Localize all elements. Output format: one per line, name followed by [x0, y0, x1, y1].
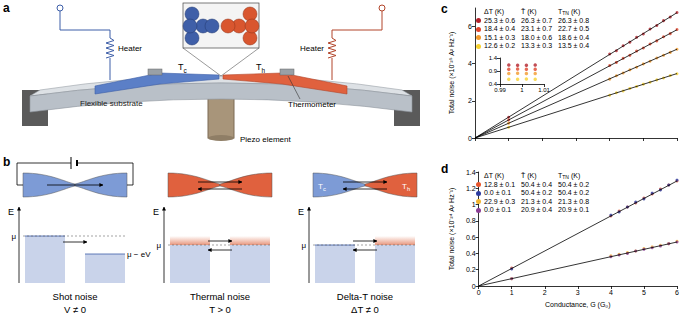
html-text:20.9 ± 0.4: 20.9 ± 0.4: [521, 206, 553, 213]
html-text:26.3 ± 0.8: 26.3 ± 0.8: [558, 16, 590, 24]
svg-text:3: 3: [576, 289, 580, 296]
html-text:18.6 ± 0.4: 18.6 ± 0.4: [558, 33, 590, 41]
svg-text:0: 0: [468, 135, 472, 142]
svg-text:Total noise (×10⁻²⁴ A² Hz⁻¹): Total noise (×10⁻²⁴ A² Hz⁻¹): [448, 188, 456, 271]
svg-text:Delta-T noise: Delta-T noise: [337, 291, 393, 302]
html-text:ΔT (K): ΔT (K): [484, 172, 505, 179]
svg-text:2: 2: [468, 97, 472, 104]
svg-text:Flexible substrate: Flexible substrate: [80, 99, 143, 108]
svg-text:μ: μ: [156, 241, 161, 250]
svg-text:μ − eV: μ − eV: [127, 250, 151, 259]
html-text:T̄ (K): T̄ (K): [521, 172, 537, 179]
html-text:23.1 ± 0.7: 23.1 ± 0.7: [521, 25, 553, 32]
svg-text:ΔT ≠ 0: ΔT ≠ 0: [351, 304, 379, 315]
svg-text:0.8: 0.8: [466, 217, 476, 224]
svg-text:1.4: 1.4: [489, 55, 498, 61]
svg-text:0.2: 0.2: [466, 266, 476, 273]
svg-text:a: a: [3, 1, 10, 15]
svg-text:E: E: [298, 207, 304, 217]
svg-text:1.2: 1.2: [466, 185, 476, 192]
svg-text:0.4: 0.4: [488, 81, 497, 87]
svg-text:0.99: 0.99: [494, 87, 506, 93]
svg-text:Th: Th: [256, 62, 266, 74]
html-text:25.3 ± 0.6: 25.3 ± 0.6: [484, 16, 516, 24]
svg-text:1: 1: [471, 201, 476, 209]
svg-text:1.4: 1.4: [466, 169, 476, 176]
html-text:50.4 ± 0.2: 50.4 ± 0.2: [558, 180, 590, 188]
svg-text:6: 6: [468, 23, 472, 30]
svg-text:Tc: Tc: [178, 62, 188, 74]
html-text:T̄ (K): T̄ (K): [521, 8, 537, 15]
svg-text:6: 6: [675, 289, 679, 296]
html-text:T TN (K): T TN (K): [558, 8, 581, 16]
svg-text:1: 1: [510, 289, 514, 296]
svg-text:Heater: Heater: [300, 44, 324, 53]
html-text:13.3 ± 0.3: 13.3 ± 0.3: [521, 42, 553, 49]
svg-text:Thermometer: Thermometer: [288, 100, 336, 109]
html-text:d: d: [441, 162, 449, 176]
html-text:12.6 ± 0.2: 12.6 ± 0.2: [484, 42, 516, 49]
html-text:0.0 ± 0.1: 0.0 ± 0.1: [484, 206, 512, 213]
svg-text:0.4: 0.4: [466, 250, 476, 257]
svg-text:4: 4: [609, 289, 613, 296]
svg-text:b: b: [3, 155, 10, 169]
html-text:20.9 ± 0.1: 20.9 ± 0.1: [558, 206, 590, 213]
svg-text:0.6: 0.6: [466, 234, 476, 241]
svg-text:E: E: [153, 207, 159, 217]
html-text:22.7 ± 0.5: 22.7 ± 0.5: [558, 25, 590, 32]
svg-text:Tc: Tc: [318, 182, 326, 192]
svg-text:Shot noise: Shot noise: [53, 291, 98, 302]
svg-text:1.01: 1.01: [538, 87, 550, 93]
html-text:13.5 ± 0.4: 13.5 ± 0.4: [558, 42, 590, 49]
html-text:0.0 ± 0.1: 0.0 ± 0.1: [484, 189, 512, 196]
html-text:T TN (K): T TN (K): [558, 172, 581, 180]
html-text:12.8 ± 0.1: 12.8 ± 0.1: [484, 180, 516, 188]
html-text:c: c: [441, 2, 448, 16]
html-text:15.1 ± 0.3: 15.1 ± 0.3: [484, 33, 516, 41]
html-text:26.3 ± 0.7: 26.3 ± 0.7: [521, 16, 553, 24]
svg-text:0.9: 0.9: [489, 68, 498, 74]
svg-text:Piezo element: Piezo element: [240, 135, 291, 144]
svg-text:μ: μ: [11, 232, 16, 241]
svg-text:4: 4: [468, 60, 472, 67]
html-text:18.0 ± 0.6: 18.0 ± 0.6: [521, 33, 553, 41]
svg-text:Thermal noise: Thermal noise: [190, 291, 250, 302]
html-text:50.4 ± 0.2: 50.4 ± 0.2: [521, 189, 553, 196]
svg-text:0: 0: [472, 283, 476, 290]
svg-text:E: E: [8, 207, 14, 217]
svg-text:0: 0: [477, 289, 481, 296]
svg-text:V ≠ 0: V ≠ 0: [64, 304, 86, 315]
svg-text:Th: Th: [402, 182, 410, 192]
html-text:ΔT (K): ΔT (K): [484, 8, 505, 15]
html-text:18.4 ± 0.4: 18.4 ± 0.4: [484, 25, 516, 32]
html-text:21.3 ± 0.4: 21.3 ± 0.4: [521, 197, 553, 205]
svg-text:Conductance, G (G₀): Conductance, G (G₀): [545, 301, 611, 309]
svg-text:2: 2: [543, 289, 547, 296]
svg-text:1: 1: [520, 87, 524, 93]
svg-text:Heater: Heater: [118, 44, 142, 53]
html-text:22.9 ± 0.3: 22.9 ± 0.3: [484, 197, 516, 205]
svg-text:μ: μ: [301, 241, 306, 250]
svg-text:T > 0: T > 0: [209, 304, 231, 315]
svg-text:Total noise (×10⁻²⁵ A² Hz⁻¹): Total noise (×10⁻²⁵ A² Hz⁻¹): [448, 32, 456, 115]
svg-text:5: 5: [642, 289, 646, 296]
html-text:50.4 ± 0.4: 50.4 ± 0.4: [521, 180, 553, 188]
html-text:21.3 ± 0.8: 21.3 ± 0.8: [558, 197, 590, 205]
html-text:50.4 ± 0.2: 50.4 ± 0.2: [558, 189, 590, 196]
